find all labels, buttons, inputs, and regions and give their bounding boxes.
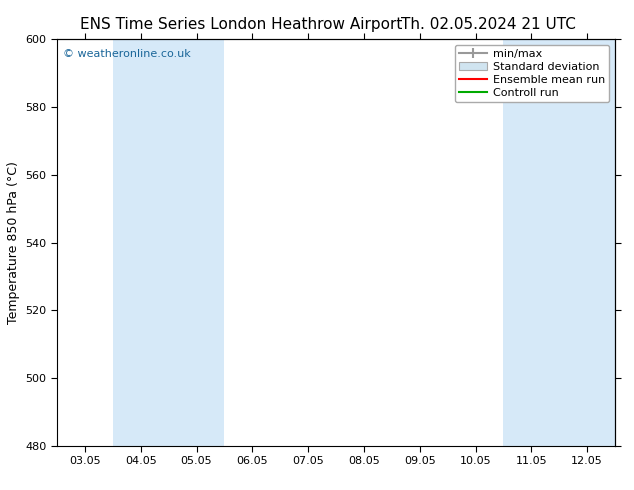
Bar — [169, 39, 224, 446]
Text: © weatheronline.co.uk: © weatheronline.co.uk — [63, 49, 190, 59]
Y-axis label: Temperature 850 hPa (°C): Temperature 850 hPa (°C) — [7, 161, 20, 324]
Bar — [503, 39, 559, 446]
Bar — [113, 39, 169, 446]
Text: ENS Time Series London Heathrow Airport: ENS Time Series London Heathrow Airport — [80, 17, 402, 32]
Bar — [559, 39, 615, 446]
Text: Th. 02.05.2024 21 UTC: Th. 02.05.2024 21 UTC — [401, 17, 576, 32]
Legend: min/max, Standard deviation, Ensemble mean run, Controll run: min/max, Standard deviation, Ensemble me… — [455, 45, 609, 102]
